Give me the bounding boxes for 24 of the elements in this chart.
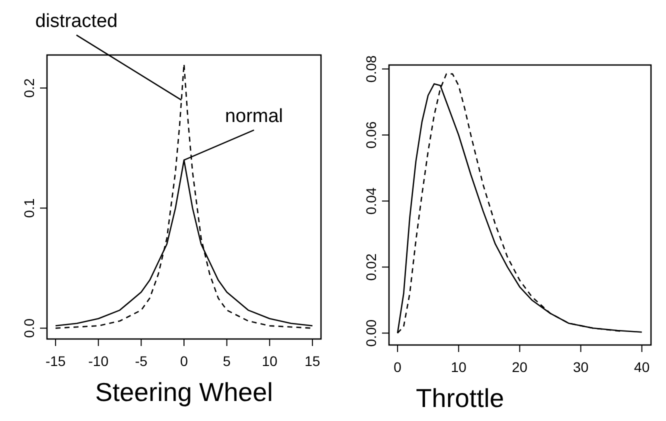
x-tick-label: -10 <box>88 353 109 369</box>
x-tick-label: 40 <box>634 359 650 375</box>
x-tick-label: 10 <box>450 359 467 375</box>
x-tick-label: 5 <box>222 353 231 369</box>
annotation: normal <box>224 106 284 128</box>
y-tick-label: 0.00 <box>363 319 379 347</box>
y-tick-label: 0.08 <box>363 55 379 83</box>
x-tick-label: -5 <box>134 353 148 369</box>
y-tick-label: 0.1 <box>21 198 37 218</box>
x-tick-label: 30 <box>572 359 589 375</box>
x-tick-label: 20 <box>512 359 528 375</box>
y-tick-label: 0.06 <box>363 121 379 149</box>
x-axis-title: Steering Wheel <box>95 377 273 407</box>
x-tick-label: 15 <box>304 353 320 369</box>
x-axis-title: Throttle <box>416 383 504 413</box>
y-tick-label: 0.02 <box>363 253 379 281</box>
y-tick-label: 0.0 <box>21 318 37 338</box>
x-tick-label: 0 <box>180 353 188 369</box>
x-tick-label: 10 <box>262 353 278 369</box>
y-tick-label: 0.2 <box>21 78 37 98</box>
y-tick-label: 0.04 <box>363 187 379 215</box>
x-tick-label: 0 <box>394 359 402 375</box>
annotation: distracted <box>35 11 118 32</box>
x-tick-label: -15 <box>45 353 66 369</box>
